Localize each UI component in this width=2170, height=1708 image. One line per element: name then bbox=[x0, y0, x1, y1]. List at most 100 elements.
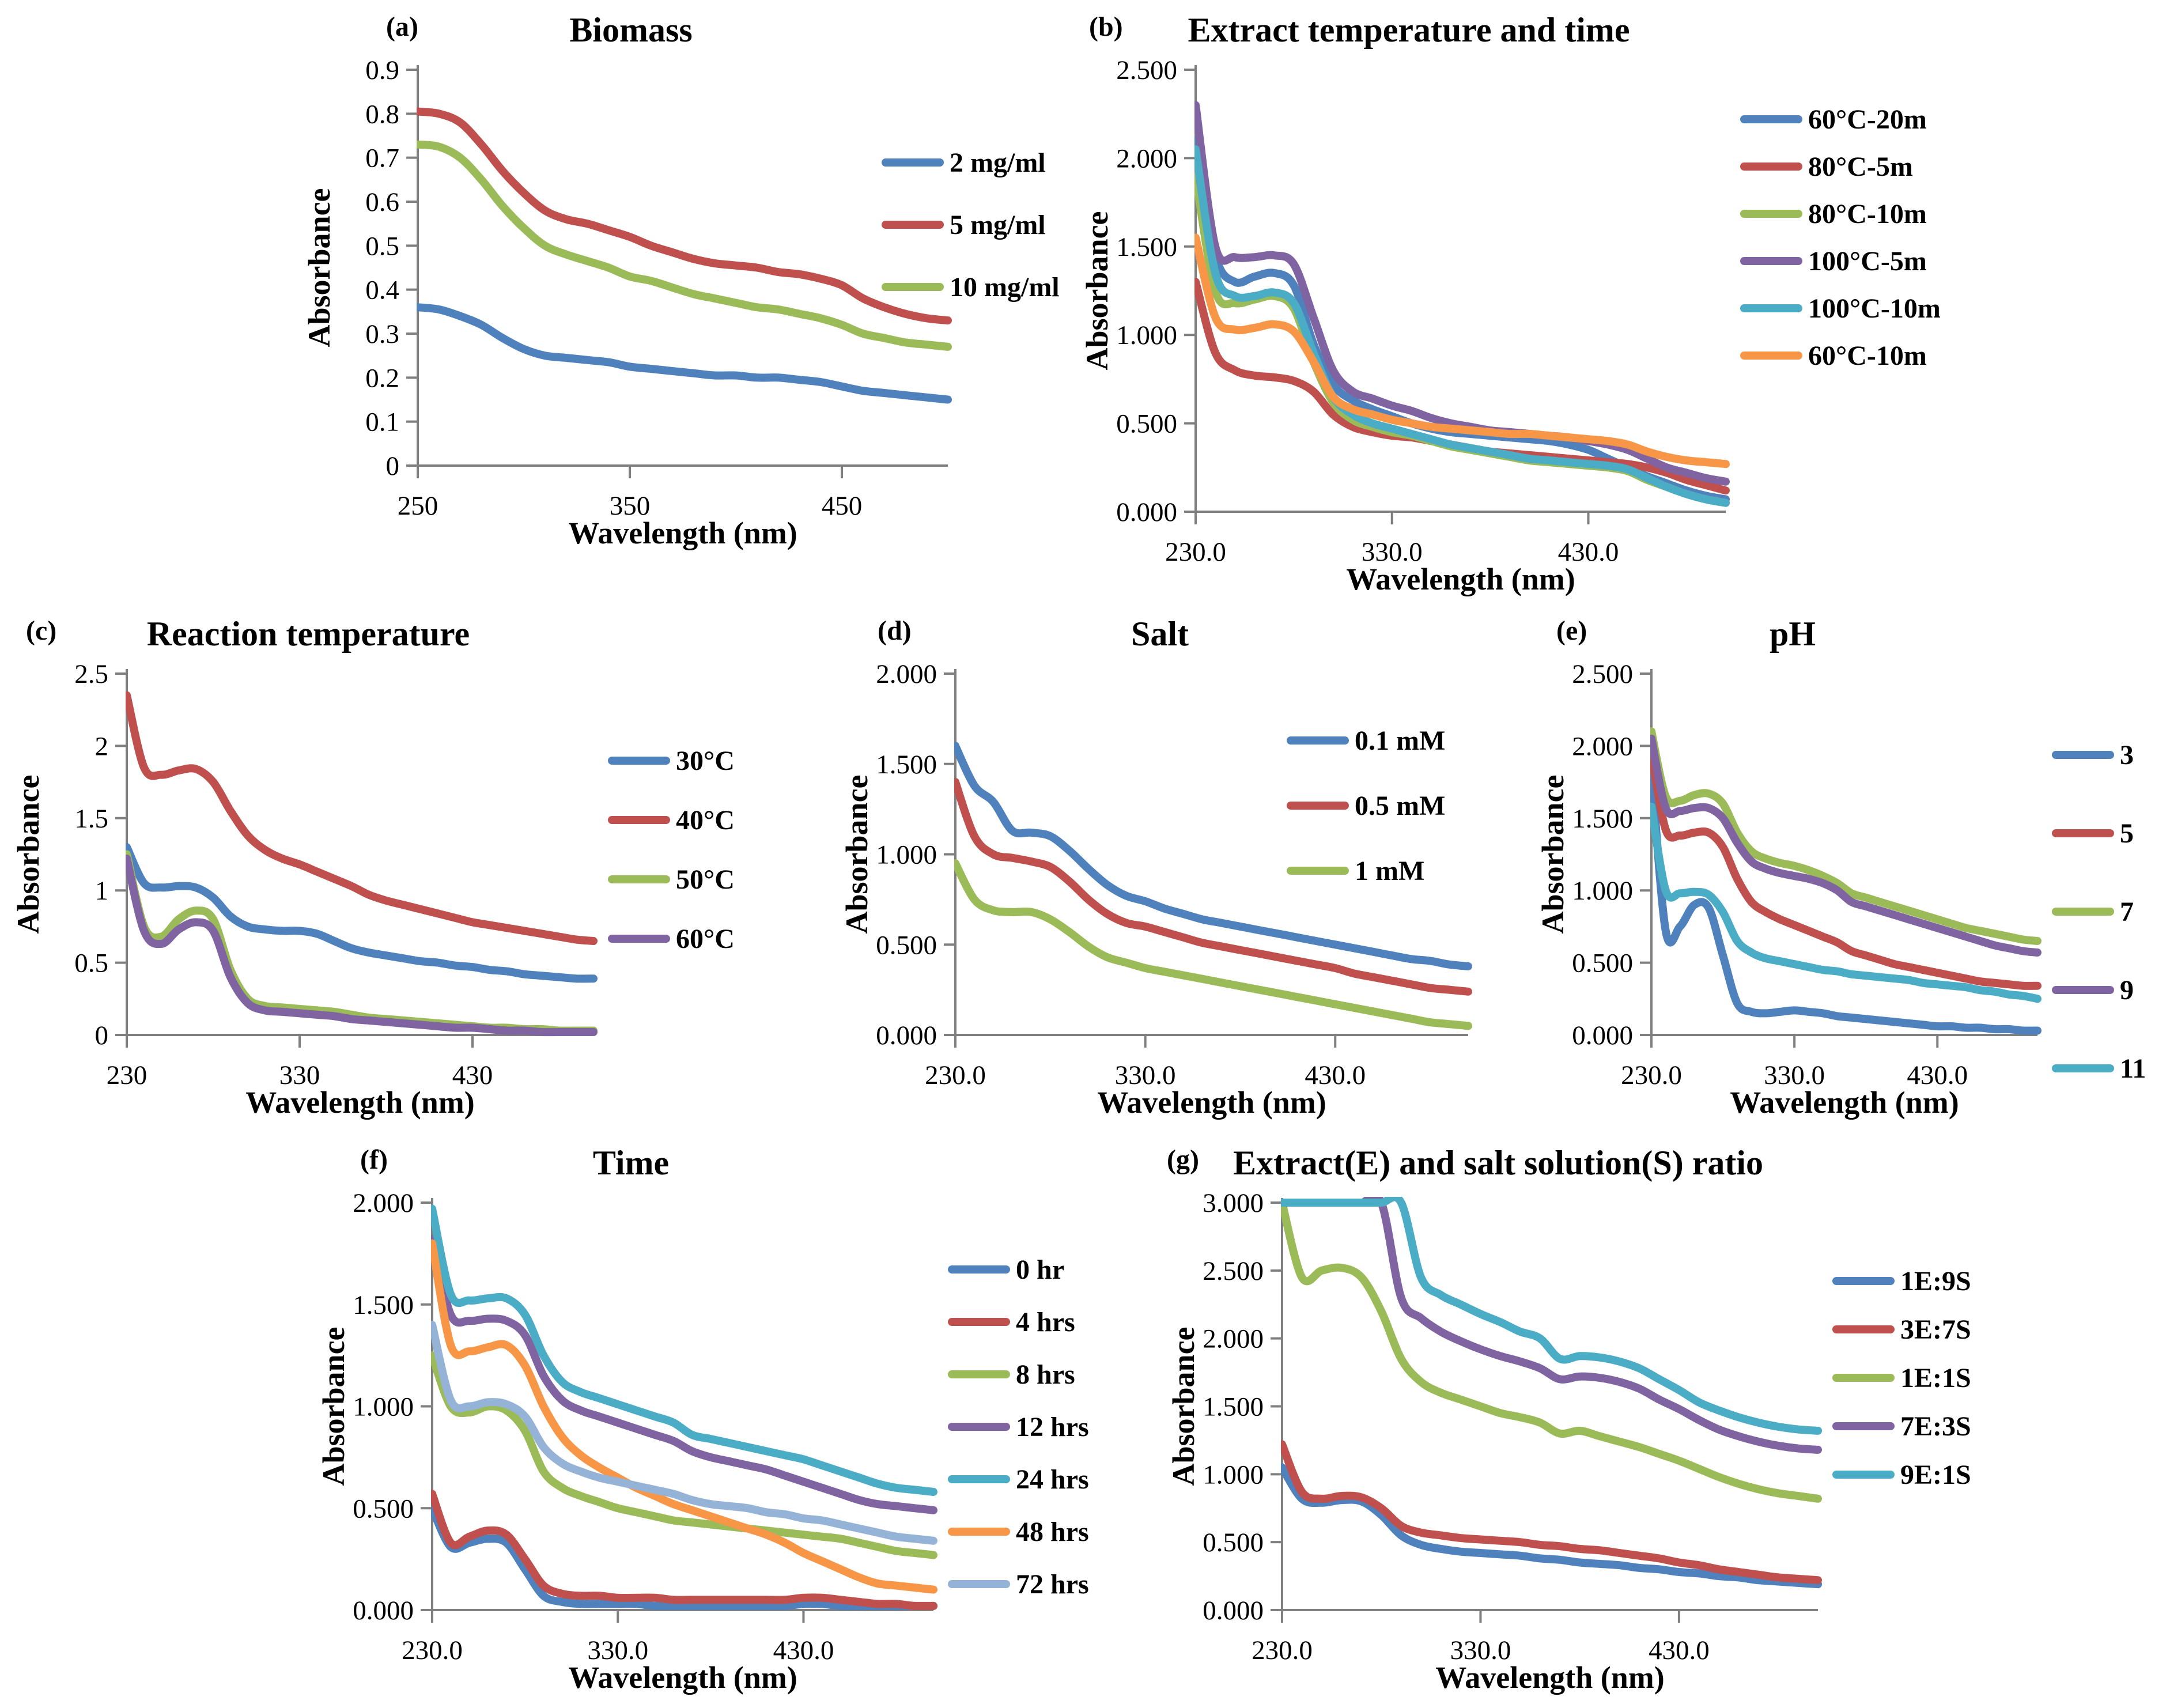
legend-c: 30°C 40°C 50°C 60°C bbox=[608, 744, 758, 955]
y-axis-label: Absorbance bbox=[840, 774, 874, 934]
legend-item-d-0: 0.1 mM bbox=[1287, 724, 1454, 757]
x-axis-label: Wavelength (nm) bbox=[1435, 1660, 1665, 1695]
legend-swatch-a-0 bbox=[882, 158, 944, 167]
legend-item-g-1: 3E:7S bbox=[1832, 1313, 2005, 1346]
legend-swatch-b-5 bbox=[1740, 352, 1802, 360]
y-tick-label: 0.500 bbox=[353, 1494, 414, 1524]
legend-item-f-0: 0 hr bbox=[948, 1253, 1132, 1286]
legend-swatch-g-4 bbox=[1832, 1471, 1895, 1479]
series-line-e-0 bbox=[1650, 764, 2042, 1035]
legend-swatch-b-4 bbox=[1740, 304, 1802, 312]
y-tick-label: 1.5 bbox=[74, 804, 108, 834]
chart-panel-a: (a) Biomass 0 0.1 0.2 0.3 0.4 0.5 0.6 0.7 0.8 0.9 25… bbox=[300, 9, 1060, 561]
series-line-g-1 bbox=[1281, 1440, 1822, 1585]
x-tick-label: 450 bbox=[822, 491, 863, 521]
y-tick-label: 2.000 bbox=[1116, 143, 1177, 173]
legend-swatch-e-4 bbox=[2052, 1064, 2114, 1072]
chart-body-f: 0.000 0.500 1.000 1.500 2.000 230.0 330.0 430.0… bbox=[314, 1186, 1132, 1705]
chart-body-e: 0.000 0.500 1.000 1.500 2.000 2.500 230.0 330.0… bbox=[1533, 657, 2161, 1130]
chart-header-f: (f) Time bbox=[314, 1142, 1132, 1186]
legend-label-g-0: 1E:9S bbox=[1900, 1265, 1971, 1297]
legend-label-b-3: 100°C-5m bbox=[1808, 245, 1927, 277]
legend-item-e-1: 5 bbox=[2052, 817, 2161, 850]
y-tick-label: 0.4 bbox=[365, 275, 399, 305]
figure-row-2: (c) Reaction temperature 0 0.5 1 1.5 2 2.5 230 33… bbox=[0, 613, 2170, 1130]
legend-label-a-2: 10 mg/ml bbox=[950, 271, 1060, 303]
legend-label-f-6: 72 hrs bbox=[1016, 1569, 1089, 1600]
series-line-b-3 bbox=[1194, 101, 1730, 486]
x-axis-label: Wavelength (nm) bbox=[245, 1085, 475, 1120]
legend-item-c-0: 30°C bbox=[608, 744, 758, 777]
legend-label-d-0: 0.1 mM bbox=[1355, 725, 1446, 756]
chart-panel-c: (c) Reaction temperature 0 0.5 1 1.5 2 2.5 230 33… bbox=[9, 613, 758, 1130]
x-tick-label: 230.0 bbox=[1621, 1060, 1682, 1090]
y-tick-label: 1.000 bbox=[1572, 876, 1633, 906]
legend-swatch-e-0 bbox=[2052, 751, 2114, 759]
legend-item-g-2: 1E:1S bbox=[1832, 1361, 2005, 1395]
panel-letter-d: (d) bbox=[878, 615, 912, 646]
chart-title-c: Reaction temperature bbox=[146, 615, 470, 653]
plot-svg-d: 0.000 0.500 1.000 1.500 2.000 230.0 330.0 430.0… bbox=[840, 659, 1472, 1120]
legend-item-f-6: 72 hrs bbox=[948, 1567, 1132, 1601]
y-tick-label: 0.2 bbox=[365, 363, 399, 393]
y-tick-label: 0.5 bbox=[365, 231, 399, 261]
legend-label-f-4: 24 hrs bbox=[1016, 1464, 1089, 1495]
chart-body-b: 0.000 0.500 1.000 1.500 2.000 2.500 230.0 330.0… bbox=[1078, 54, 1971, 607]
series-line-g-4 bbox=[1281, 1197, 1822, 1435]
legend-item-b-1: 80°C-5m bbox=[1740, 150, 1971, 183]
series-line-g-3 bbox=[1281, 1197, 1822, 1454]
panel-letter-e: (e) bbox=[1556, 615, 1587, 646]
y-tick-label: 2.000 bbox=[353, 1188, 414, 1218]
x-tick-label: 430.0 bbox=[1649, 1635, 1710, 1665]
legend-label-f-2: 8 hrs bbox=[1016, 1359, 1075, 1390]
y-tick-label: 0.500 bbox=[1203, 1528, 1264, 1558]
legend-f: 0 hr 4 hrs 8 hrs 12 hrs 24 hrs 48 hrs 72 hrs bbox=[948, 1253, 1132, 1601]
y-tick-label: 1.000 bbox=[876, 840, 937, 870]
series-line-f-2 bbox=[431, 1351, 937, 1559]
chart-header-g: (g) Extract(E) and salt solution(S) ratio bbox=[1164, 1142, 2005, 1186]
legend-item-c-3: 60°C bbox=[608, 922, 758, 955]
legend-item-e-0: 3 bbox=[2052, 738, 2161, 772]
chart-body-c: 0 0.5 1 1.5 2 2.5 230 330 430 Absorbance Wavelengt… bbox=[9, 657, 758, 1130]
legend-swatch-f-4 bbox=[948, 1475, 1010, 1483]
legend-label-b-1: 80°C-5m bbox=[1808, 151, 1913, 182]
y-axis-label: Absorbance bbox=[302, 188, 337, 347]
x-axis-label: Wavelength (nm) bbox=[1346, 562, 1575, 596]
x-tick-label: 230.0 bbox=[1165, 537, 1226, 567]
legend-label-b-4: 100°C-10m bbox=[1808, 293, 1941, 324]
x-tick-label: 330.0 bbox=[1764, 1060, 1825, 1090]
legend-label-b-0: 60°C-20m bbox=[1808, 104, 1927, 135]
y-tick-label: 0.000 bbox=[353, 1596, 414, 1626]
panel-letter-f: (f) bbox=[360, 1144, 388, 1175]
legend-item-d-2: 1 mM bbox=[1287, 854, 1454, 887]
chart-title-f: Time bbox=[592, 1144, 670, 1182]
series-line-g-2 bbox=[1281, 1199, 1822, 1503]
legend-swatch-a-2 bbox=[882, 283, 944, 291]
legend-swatch-g-1 bbox=[1832, 1325, 1895, 1333]
x-axis-label: Wavelength (nm) bbox=[1097, 1085, 1326, 1120]
legend-swatch-c-0 bbox=[608, 757, 670, 765]
legend-item-f-3: 12 hrs bbox=[948, 1410, 1132, 1444]
x-tick-label: 430.0 bbox=[1907, 1060, 1968, 1090]
panel-letter-c: (c) bbox=[26, 615, 57, 646]
legend-swatch-a-1 bbox=[882, 221, 944, 229]
y-tick-label: 0.000 bbox=[1572, 1021, 1633, 1051]
legend-label-g-3: 7E:3S bbox=[1900, 1411, 1971, 1442]
y-tick-label: 1.500 bbox=[876, 750, 937, 780]
x-tick-label: 230.0 bbox=[1252, 1635, 1313, 1665]
y-tick-label: 2.000 bbox=[1203, 1324, 1264, 1354]
legend-swatch-f-5 bbox=[948, 1528, 1010, 1536]
series-line-f-1 bbox=[431, 1490, 937, 1611]
legend-item-f-2: 8 hrs bbox=[948, 1358, 1132, 1391]
plot-svg-b: 0.000 0.500 1.000 1.500 2.000 2.500 230.0 330.0… bbox=[1080, 55, 1730, 596]
y-tick-label: 0.3 bbox=[365, 319, 399, 349]
x-tick-label: 330.0 bbox=[587, 1635, 648, 1665]
legend-label-b-2: 80°C-10m bbox=[1808, 198, 1927, 229]
legend-label-a-0: 2 mg/ml bbox=[950, 147, 1046, 178]
legend-swatch-g-0 bbox=[1832, 1277, 1895, 1285]
legend-item-g-0: 1E:9S bbox=[1832, 1264, 2005, 1298]
legend-item-a-0: 2 mg/ml bbox=[882, 146, 1046, 179]
legend-label-c-1: 40°C bbox=[676, 804, 735, 836]
chart-header-a: (a) Biomass bbox=[300, 9, 1043, 54]
series-line-e-4 bbox=[1650, 802, 2042, 1003]
